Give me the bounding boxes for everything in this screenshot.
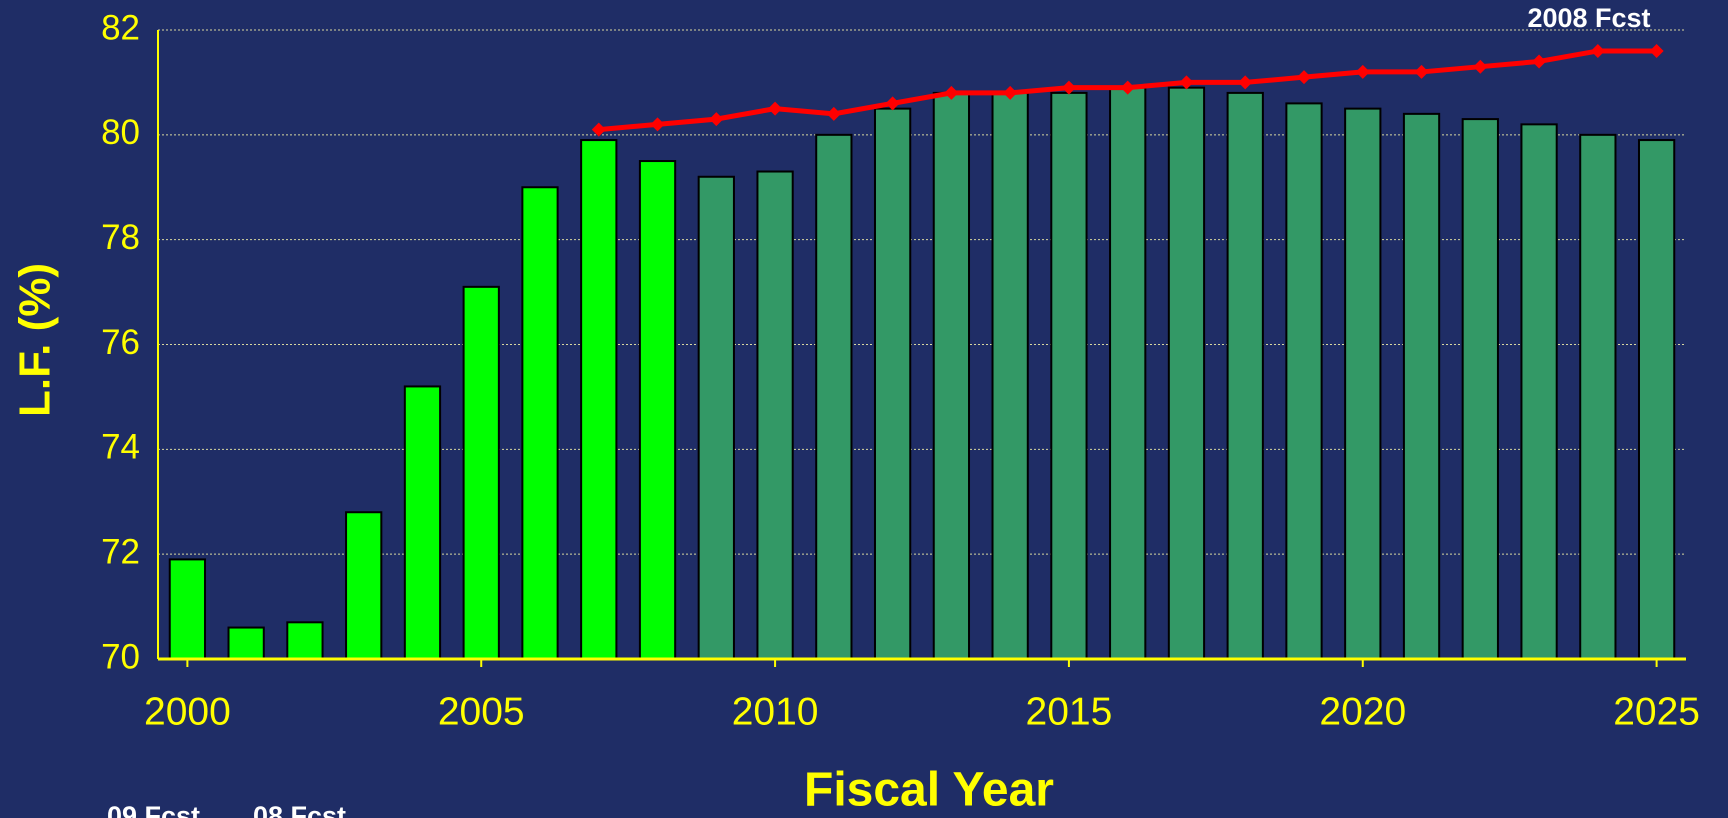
marker (709, 112, 724, 127)
bar (697, 175, 735, 660)
bar (1109, 86, 1147, 661)
y-tick-label: 78 (101, 218, 140, 257)
annotation: 2008 Fcst (1527, 3, 1650, 33)
bar (1226, 91, 1264, 660)
marker (826, 106, 841, 121)
marker (650, 117, 665, 132)
x-tick-label: 2015 (1026, 690, 1113, 733)
bar (932, 91, 971, 660)
bar (227, 626, 265, 660)
x-tick-label: 2020 (1319, 690, 1406, 733)
marker (591, 122, 606, 137)
y-tick-label: 70 (101, 637, 140, 676)
marker (1061, 80, 1076, 95)
marker (1649, 43, 1664, 58)
bar (1167, 86, 1206, 661)
bar (1520, 123, 1558, 661)
x-tick-label: 2005 (438, 690, 525, 733)
bar (1579, 133, 1617, 661)
y-tick-label: 76 (101, 323, 140, 362)
y-tick-label: 74 (101, 428, 140, 467)
bar (815, 133, 853, 661)
bar (403, 385, 442, 660)
bar (756, 170, 794, 660)
y-tick-label: 72 (101, 532, 140, 571)
marker (944, 85, 959, 100)
bar (286, 621, 324, 661)
bar (1402, 112, 1441, 661)
marker (1003, 85, 1018, 100)
marker (768, 101, 783, 116)
bar (638, 160, 677, 661)
y-axis-label: L.F. (%) (11, 263, 60, 417)
marker (1120, 80, 1135, 95)
y-tick-label: 82 (101, 8, 140, 47)
bar (345, 511, 383, 660)
bar (1344, 107, 1382, 660)
marker (1297, 70, 1311, 85)
legend-label: 09 Fcst (107, 801, 200, 818)
marker (1238, 75, 1253, 90)
bar (580, 139, 618, 660)
bar (168, 558, 207, 660)
marker (1355, 64, 1370, 79)
marker (1414, 64, 1429, 79)
marker (1473, 59, 1488, 74)
bar (1285, 102, 1323, 660)
marker (1532, 54, 1547, 69)
bar (462, 285, 500, 660)
marker (1179, 75, 1194, 90)
bar (1461, 118, 1499, 660)
y-tick-label: 80 (101, 113, 140, 152)
marker (885, 96, 900, 111)
marker (1590, 43, 1605, 58)
bar (991, 91, 1029, 660)
bar (521, 186, 559, 660)
x-tick-label: 2000 (144, 690, 231, 733)
x-axis-label: Fiscal Year (804, 764, 1054, 817)
legend-label: 08 Fcst (253, 801, 346, 818)
bar (1050, 91, 1088, 660)
bar (873, 107, 912, 660)
x-tick-label: 2025 (1613, 690, 1700, 733)
x-tick-label: 2010 (732, 690, 819, 733)
bar (1637, 139, 1676, 660)
